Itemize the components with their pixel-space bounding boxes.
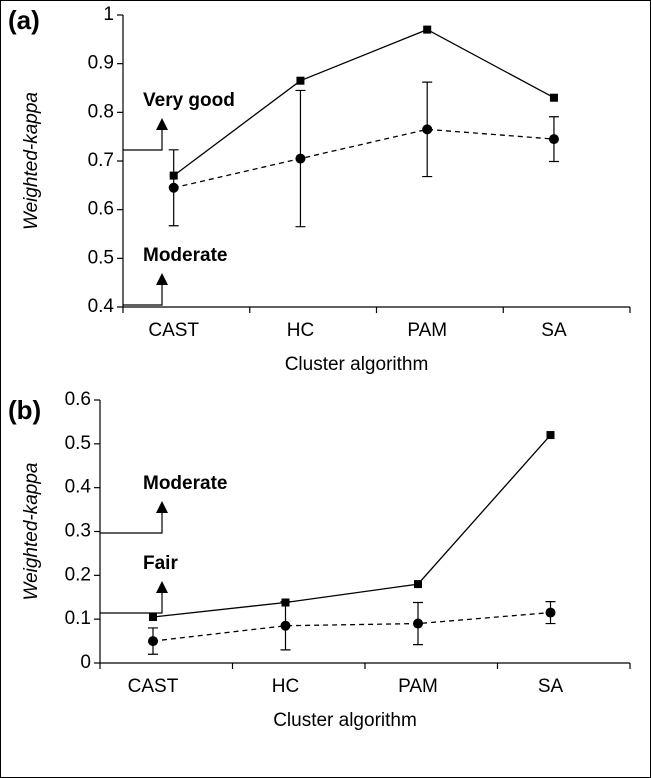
annotation-arrow (123, 126, 163, 151)
marker (280, 620, 291, 631)
y-tick-label: 0.1 (65, 608, 91, 629)
x-tick-label: SA (541, 320, 567, 341)
panel-label: (a) (8, 5, 40, 35)
marker (295, 153, 306, 164)
x-tick-label: CAST (148, 320, 199, 341)
y-axis-label: Weighted-kappa (21, 92, 42, 230)
y-tick-label: 0.7 (88, 150, 114, 171)
y-tick-label: 0.8 (88, 101, 114, 122)
marker (413, 618, 423, 629)
marker (414, 580, 422, 589)
marker (548, 134, 559, 145)
annotation: Moderate (143, 473, 227, 494)
marker (423, 25, 432, 34)
x-axis-label: Cluster algorithm (285, 354, 429, 375)
marker (149, 612, 157, 621)
series-line (173, 128, 554, 189)
series-line (173, 28, 555, 177)
y-tick-label: 0.6 (88, 199, 114, 220)
y-tick-label: 0.4 (88, 296, 115, 317)
series-line (152, 434, 551, 618)
y-tick-label: 0.2 (65, 564, 91, 585)
annotation-arrow (100, 589, 163, 614)
marker (549, 93, 558, 102)
x-tick-label: HC (287, 320, 314, 341)
y-tick-label: 0.3 (65, 521, 91, 542)
marker (168, 182, 179, 193)
arrow-head (156, 501, 168, 513)
x-tick-label: SA (538, 676, 564, 697)
marker (296, 76, 305, 85)
arrow-head (156, 581, 168, 593)
y-tick-label: 1 (103, 4, 114, 25)
marker (546, 431, 555, 440)
arrow-head (156, 118, 168, 130)
y-tick-label: 0.6 (65, 389, 91, 410)
marker (422, 124, 433, 135)
annotation-arrow (100, 509, 163, 534)
annotation: Fair (143, 553, 178, 574)
x-axis-label: Cluster algorithm (273, 710, 417, 731)
y-tick-label: 0.5 (65, 433, 91, 454)
series-line (152, 611, 551, 642)
x-tick-label: PAM (407, 320, 447, 341)
annotation: Very good (143, 90, 235, 111)
marker (545, 607, 556, 618)
x-tick-label: HC (272, 676, 299, 697)
y-tick-label: 0.9 (88, 53, 114, 74)
marker (148, 636, 158, 647)
y-tick-label: 0.4 (65, 477, 92, 498)
y-tick-label: 0 (80, 652, 91, 673)
y-axis-label: Weighted-kappa (21, 462, 42, 600)
x-tick-label: CAST (128, 676, 179, 697)
annotation-arrow (123, 281, 163, 306)
arrow-head (156, 273, 168, 285)
annotation: Moderate (143, 245, 227, 266)
x-tick-label: PAM (398, 676, 438, 697)
panel-label: (b) (8, 395, 41, 425)
y-tick-label: 0.5 (88, 247, 114, 268)
